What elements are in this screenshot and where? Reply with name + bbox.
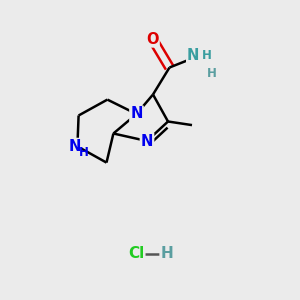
Text: H: H [80,146,89,160]
Text: Cl: Cl [128,246,145,261]
Text: H: H [160,246,173,261]
Text: N: N [130,106,143,122]
Text: H: H [207,67,216,80]
Text: O: O [146,32,159,46]
Text: N: N [68,139,81,154]
Text: N: N [141,134,153,148]
Text: H: H [202,49,211,62]
Text: N: N [187,48,199,63]
